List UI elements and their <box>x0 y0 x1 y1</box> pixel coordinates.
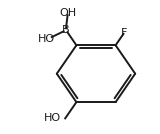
Text: B: B <box>62 25 70 35</box>
Text: HO: HO <box>37 34 55 44</box>
Text: OH: OH <box>59 8 76 18</box>
Text: F: F <box>121 27 128 38</box>
Text: HO: HO <box>44 113 61 123</box>
